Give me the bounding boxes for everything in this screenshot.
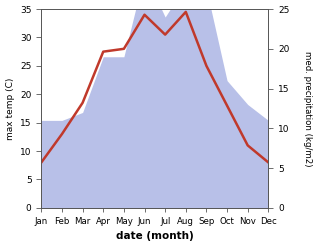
Y-axis label: max temp (C): max temp (C) — [5, 77, 15, 140]
Y-axis label: med. precipitation (kg/m2): med. precipitation (kg/m2) — [303, 51, 313, 166]
X-axis label: date (month): date (month) — [116, 231, 194, 242]
